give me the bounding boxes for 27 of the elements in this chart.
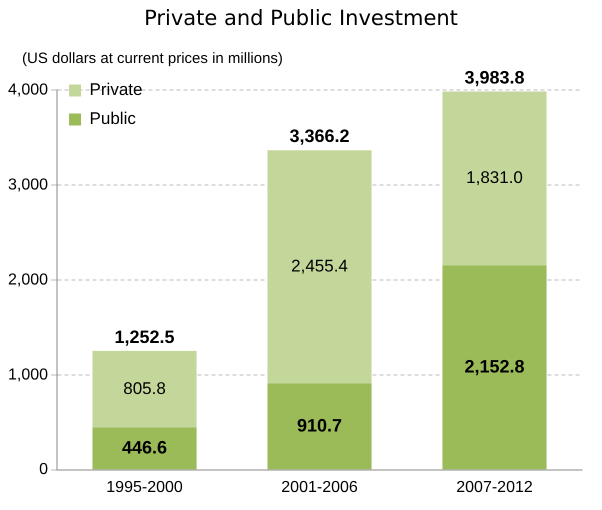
x-tick-label: 2001-2006 — [281, 478, 358, 496]
legend-label: Public — [90, 109, 136, 128]
total-label: 1,252.5 — [114, 326, 175, 347]
data-label: 446.6 — [122, 437, 168, 458]
data-label: 805.8 — [123, 378, 166, 398]
legend-label: Private — [90, 80, 142, 100]
y-tick-label: 0 — [39, 461, 48, 478]
bar — [442, 265, 547, 470]
y-tick-label: 1,000 — [8, 366, 48, 384]
y-tick-label: 3,000 — [8, 176, 48, 194]
data-label: 1,831.0 — [466, 168, 523, 188]
data-label: 2,455.4 — [291, 256, 348, 276]
data-label: 910.7 — [296, 415, 342, 436]
y-tick-label: 4,000 — [8, 81, 48, 98]
bar — [267, 150, 372, 384]
chart-subtitle: (US dollars at current prices in millions) — [22, 50, 283, 67]
total-label: 3,366.2 — [289, 126, 350, 146]
x-tick-label: 2007-2012 — [456, 478, 533, 496]
total-label: 3,983.8 — [464, 68, 525, 88]
chart-title: Private and Public Investment — [143, 6, 459, 30]
bar — [267, 383, 372, 470]
y-tick-label: 2,000 — [8, 271, 48, 288]
bar — [442, 92, 547, 266]
x-tick-label: 1995-2000 — [106, 478, 183, 496]
bar — [92, 427, 197, 470]
bar — [92, 350, 197, 428]
data-label: 2,152.8 — [464, 356, 525, 376]
